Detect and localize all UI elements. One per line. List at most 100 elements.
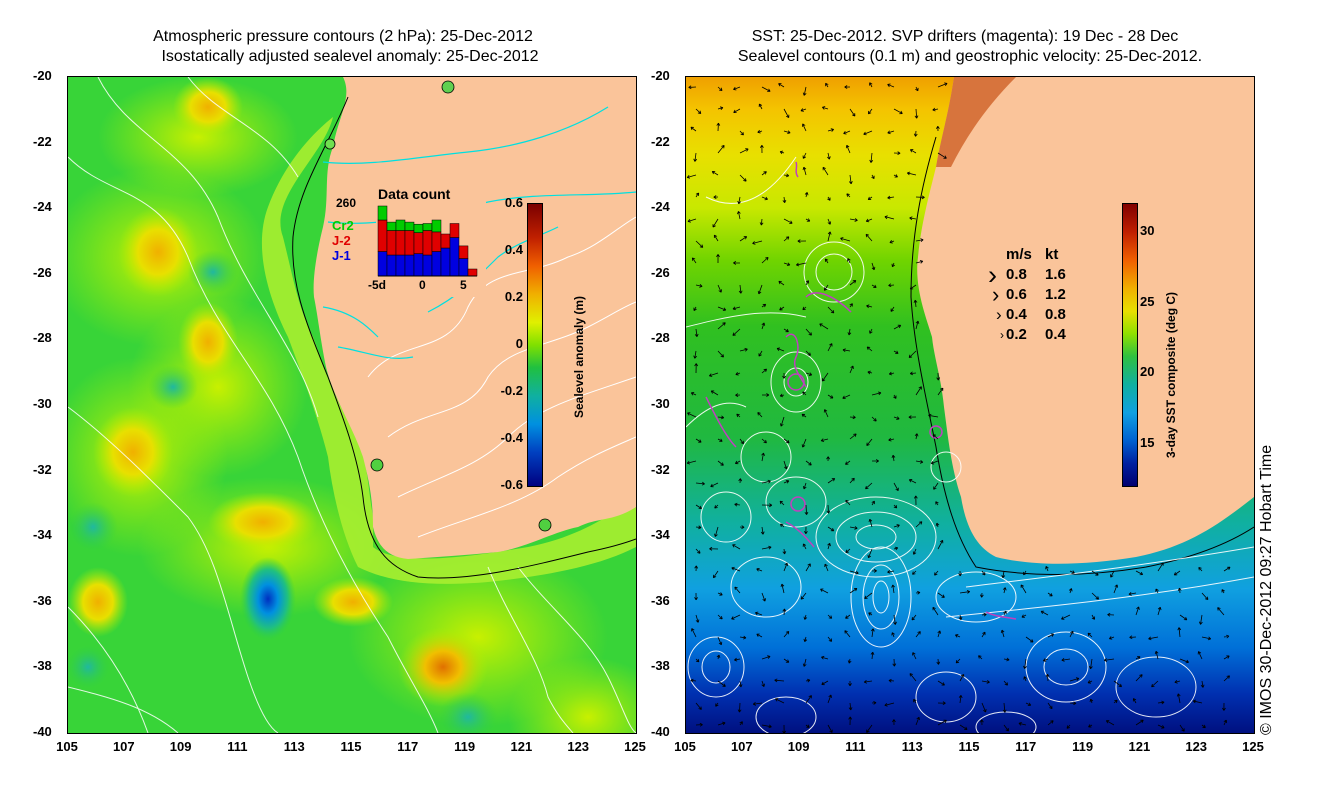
left_map-y-tick: -36 (33, 592, 52, 608)
left-title-line2: Isostatically adjusted sealevel anomaly:… (161, 48, 539, 65)
inset-bar-jl1 (458, 258, 469, 277)
left_map-x-tick: 105 (56, 739, 78, 754)
sealevel-colorbar-tick: 0.2 (504, 289, 523, 304)
sst-colorbar-tick: 20 (1140, 364, 1155, 380)
velocity-ms: 0.2 (1006, 326, 1027, 343)
left_map-x-tick: 107 (112, 739, 135, 754)
right_map-y-tick: -32 (651, 461, 670, 477)
left_map-x-tick: 113 (283, 739, 305, 754)
inset-bar-jl2 (449, 223, 460, 238)
right_map-x-tick: 119 (1072, 739, 1094, 754)
sst-colorbar (1122, 203, 1138, 487)
inset-bar-jl1 (413, 253, 424, 277)
right-map-panel (685, 76, 1255, 734)
right-title-line1: SST: 25-Dec-2012. SVP drifters (magenta)… (751, 28, 1179, 45)
left-title-line1: Atmospheric pressure contours (2 hPa): 2… (153, 28, 533, 45)
velocity-kt: 0.4 (1045, 326, 1066, 343)
left_map-x-tick: 111 (227, 739, 248, 754)
imos-credit: © IMOS 30-Dec-2012 09:27 Hobart Time (1258, 444, 1275, 735)
inset-bar-jl1 (440, 247, 451, 277)
right_map-y-tick: -30 (651, 396, 670, 411)
right_map-y-tick: -20 (651, 68, 670, 83)
sst-map (686, 77, 1254, 733)
left_map-y-tick: -28 (33, 330, 52, 346)
left_map-y-tick: -40 (33, 724, 52, 739)
left_map-y-tick: -26 (33, 264, 52, 280)
legend-j2: J-2 (332, 233, 351, 248)
sealevel-colorbar-label: Sealevel anomaly (m) (572, 295, 586, 418)
inset-bar-jl1 (431, 251, 442, 277)
inset-bar-cr2 (386, 221, 397, 231)
inset-bar-jl2 (440, 233, 451, 249)
velocity-legend-header-kt: kt (1045, 246, 1059, 263)
right_map-x-tick: 121 (1128, 739, 1151, 754)
right_map-x-tick: 111 (845, 739, 866, 754)
velocity-ms: 0.4 (1006, 306, 1027, 323)
legend-j1: J-1 (332, 248, 351, 263)
inset-bar-cr2 (404, 221, 415, 231)
inset-bar-jl1 (377, 251, 388, 277)
right_map-x-tick: 105 (674, 739, 696, 754)
inset-bar-cr2 (422, 223, 433, 231)
left_map-x-tick: 119 (454, 739, 476, 754)
right_map-x-tick: 109 (787, 739, 810, 754)
inset-bar-jl2 (413, 232, 424, 254)
inset-max-count: 260 (336, 196, 357, 210)
left_map-x-tick: 121 (510, 739, 533, 754)
velocity-kt: 0.8 (1045, 306, 1066, 323)
left_map-y-tick: -38 (33, 658, 52, 674)
inset-bar-jl1 (395, 254, 406, 277)
inset-bar-jl2 (377, 219, 388, 252)
inset-legend: Cr2 J-2 J-1 (332, 218, 354, 263)
right_map-y-tick: -22 (651, 133, 670, 149)
right_map-x-tick: 115 (958, 739, 980, 754)
right_map-y-tick: -34 (651, 527, 670, 543)
sealevel-colorbar-tick: -0.6 (500, 477, 523, 492)
inset-bar-cr2 (395, 219, 406, 231)
inset-bar-jl2 (386, 230, 397, 256)
right-title-line2: Sealevel contours (0.1 m) and geostrophi… (737, 48, 1203, 65)
inset-bar-jl1 (449, 237, 460, 277)
sst-colorbar-tick: 25 (1140, 293, 1155, 309)
inset-x-label-mid: 0 (419, 278, 426, 292)
velocity-arrow-icon: › (1000, 328, 1004, 342)
inset-bar-jl2 (458, 245, 469, 259)
inset-bar-jl1 (386, 254, 397, 277)
inset-bar-jl1 (422, 254, 433, 277)
inset-bar-jl2 (395, 230, 406, 256)
sealevel-colorbar-tick: 0.4 (504, 242, 523, 257)
inset-bar-jl2 (467, 268, 478, 277)
velocity-kt: 1.6 (1045, 266, 1066, 283)
right_map-x-tick: 123 (1185, 739, 1208, 754)
inset-title: Data count (378, 186, 451, 202)
right_map-y-tick: -28 (651, 330, 670, 346)
left_map-x-tick: 115 (340, 739, 362, 754)
right_map-x-tick: 125 (1242, 739, 1264, 754)
sealevel-colorbar-tick: 0.6 (504, 195, 523, 210)
velocity-ms: 0.6 (1006, 286, 1027, 303)
sst-colorbar-tick: 30 (1140, 223, 1155, 239)
data-count-inset (376, 187, 486, 297)
velocity-arrow-icon: › (988, 260, 997, 290)
inset-x-label-right: 5 (460, 278, 467, 292)
inset-bar-jl1 (404, 254, 415, 277)
right_map-x-tick: 113 (901, 739, 923, 754)
left_map-y-tick: -34 (33, 527, 52, 543)
left-map-panel (67, 76, 637, 734)
velocity-legend-header-ms: m/s (1006, 246, 1032, 263)
left_map-y-tick: -24 (33, 199, 52, 215)
right_map-y-tick: -36 (651, 592, 670, 608)
right_map-y-tick: -38 (651, 658, 670, 674)
velocity-ms: 0.8 (1006, 266, 1027, 283)
right_map-y-tick: -24 (651, 199, 670, 215)
left_map-x-tick: 117 (397, 739, 419, 754)
inset-bar-cr2 (413, 223, 424, 233)
sealevel-colorbar-tick: -0.2 (500, 383, 523, 398)
sst-colorbar-label: 3-day SST composite (deg C) (1164, 291, 1178, 458)
left_map-x-tick: 109 (169, 739, 192, 754)
left_map-x-tick: 123 (567, 739, 590, 754)
sst-colorbar-tick: 15 (1140, 434, 1155, 450)
left_map-x-tick: 125 (624, 739, 646, 754)
left_map-y-tick: -30 (33, 396, 52, 411)
sealevel-colorbar-tick: 0 (515, 336, 523, 351)
